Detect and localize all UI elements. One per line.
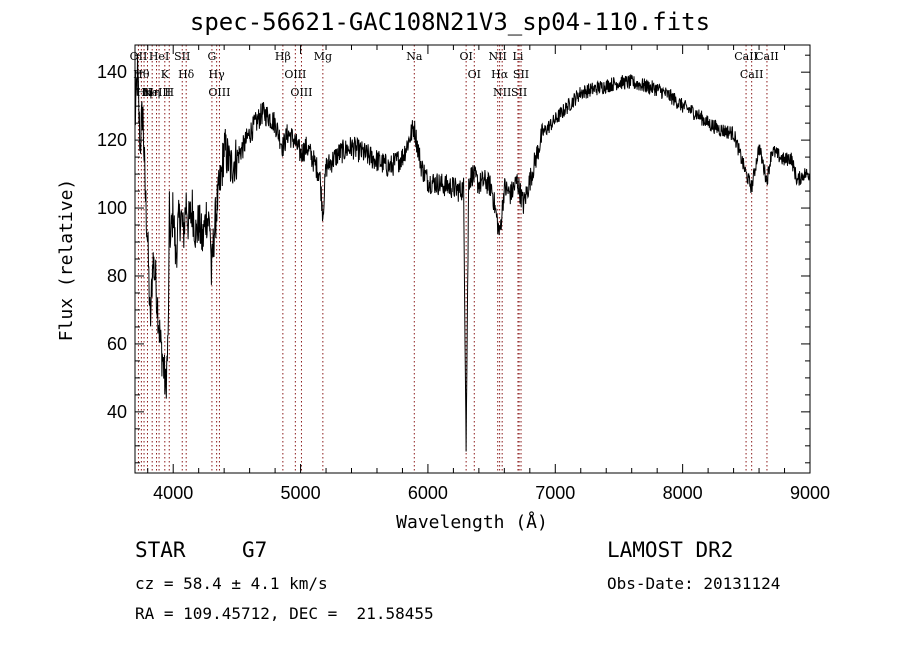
y-tick-label: 80 xyxy=(107,266,127,286)
line-label-13: OIII xyxy=(208,86,230,99)
line-label-3: H xyxy=(143,86,153,99)
x-tick-label: 5000 xyxy=(281,483,321,503)
coordinates: RA = 109.45712, DEC = 21.58455 xyxy=(135,604,434,623)
object-class: STAR xyxy=(135,538,186,562)
line-label-8: H xyxy=(164,86,174,99)
y-axis-label: Flux (relative) xyxy=(56,179,77,342)
line-label-20: OI xyxy=(468,68,481,81)
line-label-0: OII xyxy=(130,50,148,63)
spectrum-line xyxy=(134,53,811,452)
spectrum-group xyxy=(134,53,811,452)
x-tick-label: 4000 xyxy=(153,483,193,503)
y-tick-label: 100 xyxy=(97,198,127,218)
line-label-19: OI xyxy=(459,50,472,63)
line-label-21: NII xyxy=(489,50,507,63)
line-label-29: CaII xyxy=(755,50,779,63)
y-axis-ticks: 40 60 80 100 120 140 xyxy=(97,54,810,464)
line-label-27: CaII xyxy=(734,50,758,63)
x-axis-label: Wavelength (Å) xyxy=(396,511,548,533)
redshift-cz: cz = 58.4 ± 4.1 km/s xyxy=(135,574,328,593)
x-tick-label: 9000 xyxy=(790,483,830,503)
line-label-4: Hη xyxy=(144,86,160,99)
plot-frame xyxy=(134,44,811,474)
x-tick-label: 8000 xyxy=(663,483,703,503)
x-tick-label: 7000 xyxy=(535,483,575,503)
line-label-25: SII xyxy=(511,86,527,99)
line-label-9: SII xyxy=(174,50,190,63)
survey-name: LAMOST DR2 xyxy=(607,538,734,562)
line-label-11: G xyxy=(208,50,217,63)
y-tick-label: 120 xyxy=(97,130,127,150)
line-label-23: NII xyxy=(493,86,511,99)
x-tick-label: 6000 xyxy=(408,483,448,503)
line-label-22: Hα xyxy=(491,68,509,81)
chart-title: spec-56621-GAC108N21V3_sp04-110.fits xyxy=(189,8,711,36)
line-label-24: Li xyxy=(513,50,524,63)
line-label-28: CaII xyxy=(740,68,764,81)
line-markers-group xyxy=(137,45,768,473)
line-label-18: Na xyxy=(406,50,423,63)
y-tick-label: 40 xyxy=(107,402,127,422)
line-label-26: SII xyxy=(513,68,529,81)
x-axis-ticks: 4000 5000 6000 7000 8000 9000 xyxy=(147,45,830,503)
observation-date: Obs-Date: 20131124 xyxy=(607,574,781,593)
line-label-7: K xyxy=(161,68,170,81)
line-label-12: Hγ xyxy=(209,68,226,81)
line-label-15: OIII xyxy=(284,68,306,81)
y-tick-label: 140 xyxy=(97,62,127,82)
line-label-5: NeIII xyxy=(142,86,171,99)
line-label-16: OIII xyxy=(290,86,312,99)
y-tick-label: 60 xyxy=(107,334,127,354)
line-label-10: Hδ xyxy=(178,68,195,81)
line-label-14: Hβ xyxy=(275,50,291,63)
object-subclass: G7 xyxy=(242,538,268,562)
line-labels-group: OIIHθHηHHηNeIIIHeIKHSIIHδGHγOIIIHβOIIIOI… xyxy=(130,50,779,99)
line-label-17: Mg xyxy=(314,50,332,63)
line-label-6: HeI xyxy=(149,50,169,63)
